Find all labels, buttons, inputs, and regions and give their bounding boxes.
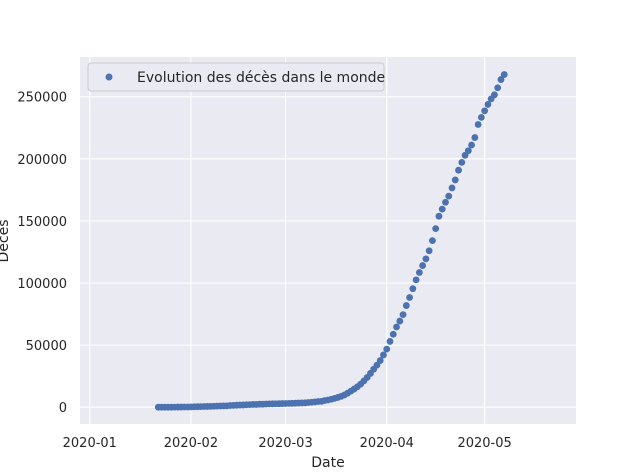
data-point [471, 134, 479, 141]
data-point [383, 345, 391, 353]
data-point [474, 121, 482, 128]
data-point [445, 192, 453, 200]
data-point [494, 84, 502, 92]
x-tick-label: 2020-04 [360, 436, 414, 451]
data-point [464, 147, 472, 155]
x-tick-label: 2020-03 [258, 436, 312, 451]
legend: Evolution des décès dans le monde [87, 62, 385, 92]
y-axis-label: Décès [0, 220, 12, 263]
y-tick-label: 250000 [17, 91, 67, 106]
data-points [154, 71, 508, 411]
data-point [484, 101, 492, 108]
data-point [415, 269, 423, 276]
data-point [429, 237, 436, 244]
y-tick-label: 150000 [17, 215, 67, 230]
data-point [435, 212, 443, 220]
y-tick-label: 50000 [26, 339, 67, 354]
data-point [376, 357, 384, 364]
x-tick-label: 2020-02 [164, 436, 218, 451]
x-tick-labels: 2020-01 2020-02 2020-03 2020-04 2020-05 [63, 436, 512, 451]
data-point [455, 166, 462, 174]
data-point [422, 255, 430, 263]
data-point [406, 294, 413, 301]
y-tick-label: 200000 [17, 153, 67, 168]
data-point [458, 158, 466, 166]
data-point [393, 323, 400, 331]
y-tick-labels: 0 50000 100000 150000 200000 250000 [17, 91, 67, 416]
data-point [448, 184, 456, 192]
data-point [425, 247, 433, 255]
data-point [481, 107, 489, 115]
data-point [442, 198, 449, 206]
y-tick-label: 0 [59, 401, 67, 416]
data-point [419, 262, 427, 269]
data-point [399, 311, 407, 319]
data-point [396, 317, 404, 325]
legend-marker [105, 73, 113, 81]
legend-label: Evolution des décès dans le monde [137, 70, 385, 86]
x-tick-label: 2020-05 [457, 436, 511, 451]
legend-box [87, 62, 385, 92]
x-tick-label: 2020-01 [63, 436, 117, 451]
data-point [386, 338, 394, 345]
data-point [412, 276, 420, 284]
plot-area [80, 57, 576, 424]
data-point [438, 205, 446, 213]
data-point [491, 91, 498, 99]
data-point [500, 71, 508, 78]
data-point [451, 176, 459, 184]
data-point [380, 351, 387, 359]
data-point [402, 302, 410, 309]
data-point [468, 141, 475, 149]
data-point [432, 225, 440, 233]
data-point [389, 330, 397, 338]
y-tick-label: 100000 [17, 277, 67, 292]
x-axis-label: Date [311, 455, 344, 471]
data-point [497, 76, 505, 83]
data-point [409, 285, 417, 293]
data-point [477, 113, 485, 121]
